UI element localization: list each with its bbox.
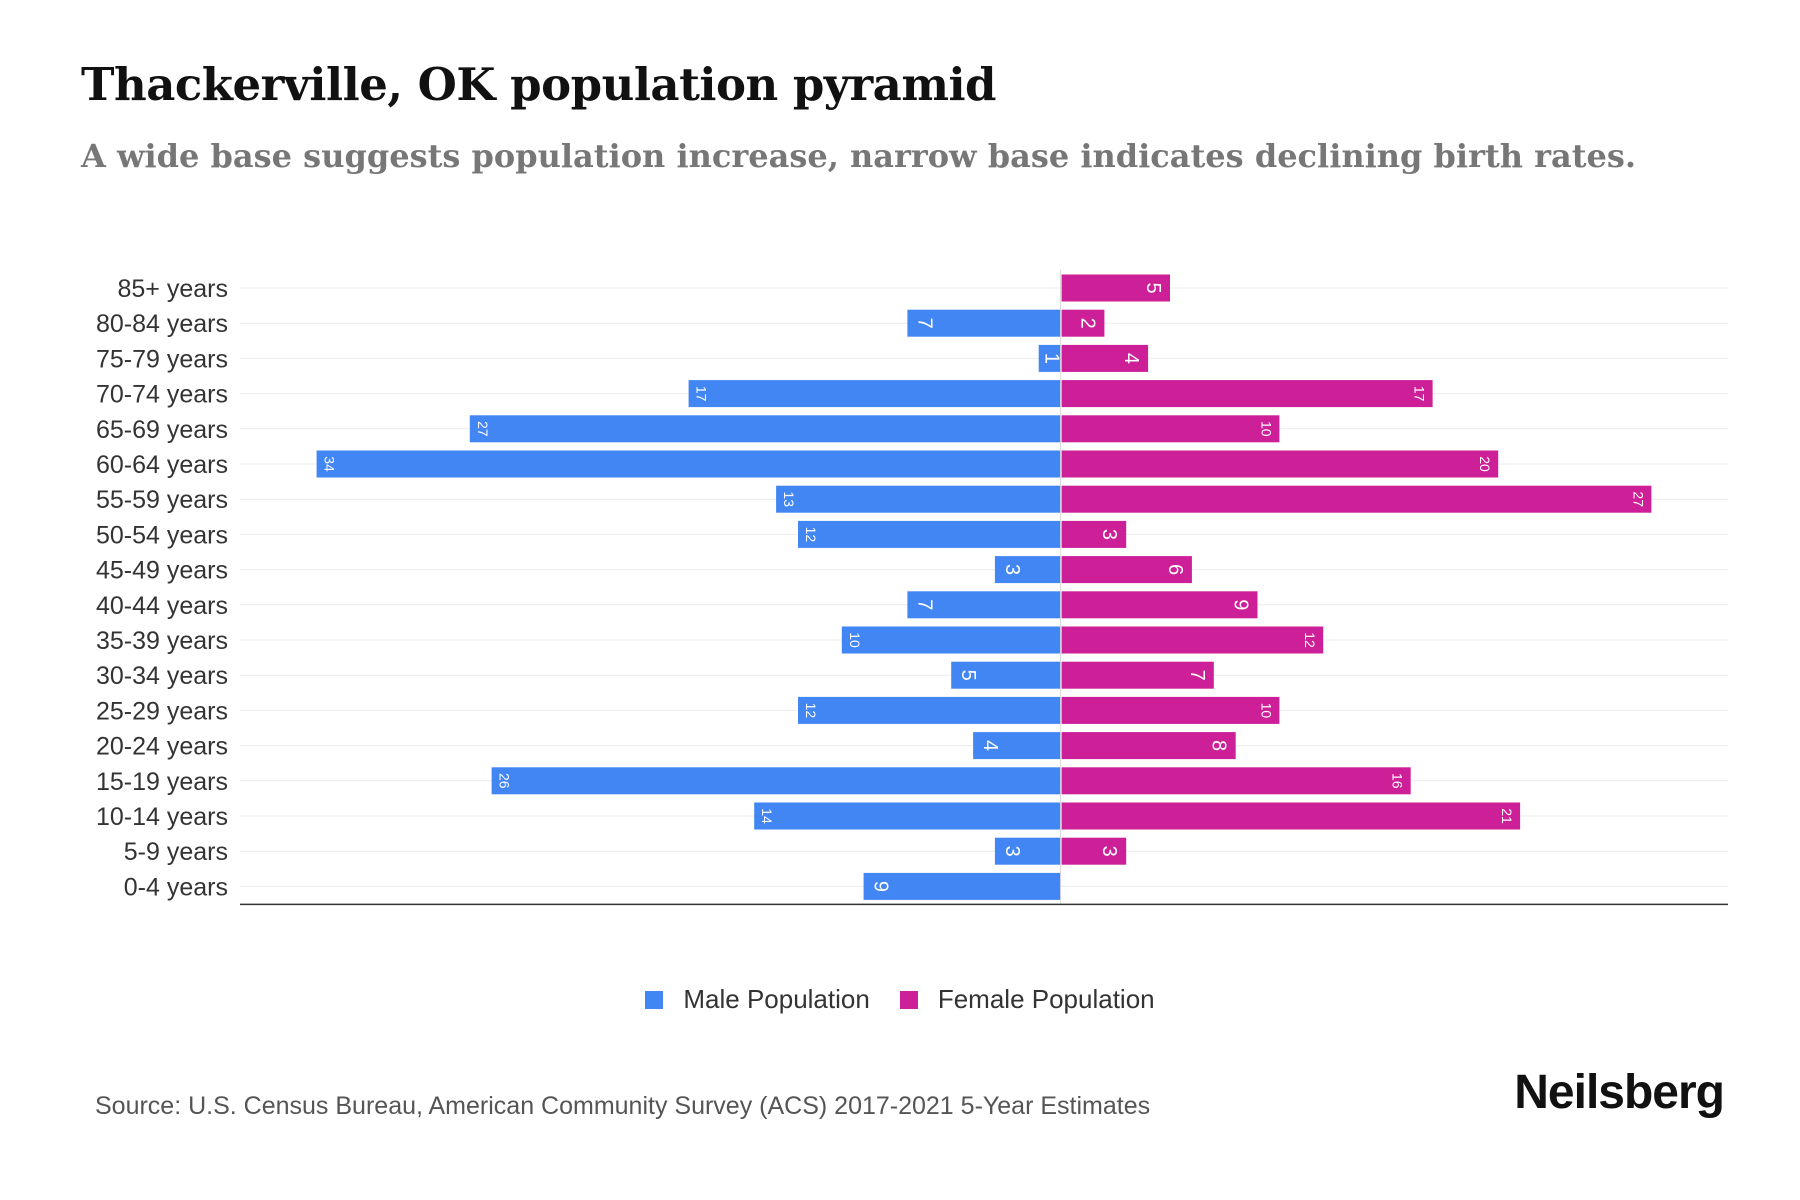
data-label: 10 (847, 632, 863, 648)
y-tick-label: 15-19 years (96, 768, 228, 796)
data-label: 27 (1630, 491, 1646, 507)
data-label: 12 (1302, 632, 1318, 648)
data-label: 12 (803, 703, 819, 719)
chart-title: Thackerville, OK population pyramid (81, 58, 997, 111)
data-label: 5 (957, 670, 979, 681)
y-tick-label: 20-24 years (96, 733, 228, 761)
y-tick-label: 35-39 years (96, 627, 228, 655)
data-label: 17 (1412, 386, 1428, 402)
bar-male (863, 872, 1061, 900)
bar-male (841, 626, 1061, 654)
y-tick-label: 75-79 years (96, 345, 228, 373)
bar-male (994, 556, 1061, 584)
data-label: 9 (1230, 599, 1252, 610)
bar-male (754, 802, 1061, 830)
data-label: 6 (1164, 564, 1186, 575)
data-label: 5 (1142, 282, 1164, 293)
legend-label-female: Female Population (937, 984, 1155, 1014)
data-label: 14 (759, 808, 775, 824)
y-tick-label: 70-74 years (96, 381, 228, 409)
bar-male (469, 415, 1061, 443)
y-tick-label: 80-84 years (96, 310, 228, 338)
data-label: 34 (322, 456, 338, 472)
y-tick-label: 25-29 years (96, 697, 228, 725)
bar-male (776, 485, 1061, 513)
data-label: 9 (870, 881, 892, 892)
y-tick-label: 85+ years (118, 275, 229, 303)
bar-female (1061, 520, 1127, 548)
data-label: 16 (1390, 773, 1406, 789)
y-tick-label: 45-49 years (96, 557, 228, 585)
data-label: 4 (1120, 353, 1142, 364)
bar-female (1061, 344, 1149, 372)
data-label: 4 (979, 740, 1001, 751)
data-label: 3 (1001, 846, 1023, 857)
bar-female (1061, 309, 1105, 337)
bar-male (798, 696, 1061, 724)
bar-female (1061, 767, 1411, 795)
bar-female (1061, 626, 1324, 654)
data-label: 13 (781, 491, 797, 507)
y-tick-label: 10-14 years (96, 803, 228, 831)
bar-female (1061, 591, 1258, 619)
data-label: 26 (497, 773, 513, 789)
bar-female (1061, 556, 1192, 584)
data-label: 21 (1499, 808, 1515, 824)
data-label: 10 (1258, 421, 1274, 437)
bar-male (316, 450, 1061, 478)
y-tick-label: 65-69 years (96, 416, 228, 444)
bar-male (973, 732, 1061, 760)
bar-female (1061, 696, 1280, 724)
bar-male (688, 380, 1061, 408)
data-label: 7 (1186, 670, 1208, 681)
bar-female (1061, 380, 1433, 408)
y-tick-label: 50-54 years (96, 521, 228, 549)
bar-male (1038, 344, 1061, 372)
legend-swatch-male (645, 990, 664, 1009)
data-label: 3 (1098, 529, 1120, 540)
brand-logo: Neilsberg (1514, 1066, 1725, 1119)
data-label: 1 (1041, 353, 1063, 364)
legend-swatch-female (899, 990, 918, 1009)
data-label: 12 (803, 527, 819, 543)
data-label: 20 (1477, 456, 1493, 472)
data-label: 7 (913, 318, 935, 329)
bar-female (1061, 450, 1499, 478)
bar-male (491, 767, 1061, 795)
legend-label-male: Male Population (683, 984, 870, 1014)
y-tick-label: 30-34 years (96, 662, 228, 690)
bar-female (1061, 661, 1214, 689)
bar-female (1061, 802, 1521, 830)
y-tick-label: 5-9 years (124, 838, 228, 866)
data-label: 27 (475, 421, 491, 437)
data-label: 3 (1001, 564, 1023, 575)
data-label: 3 (1098, 846, 1120, 857)
chart-subtitle: A wide base suggests population increase… (81, 137, 1637, 175)
bar-male (907, 309, 1061, 337)
data-label: 10 (1258, 703, 1274, 719)
bar-male (951, 661, 1061, 689)
data-label: 8 (1208, 740, 1230, 751)
bar-male (798, 520, 1061, 548)
y-tick-label: 60-64 years (96, 451, 228, 479)
bar-female (1061, 485, 1652, 513)
legend-item-female[interactable]: Female Population (899, 984, 1155, 1015)
bar-female (1061, 415, 1280, 443)
y-tick-label: 0-4 years (124, 873, 228, 901)
data-label: 7 (913, 599, 935, 610)
bar-female (1061, 274, 1170, 302)
legend: Male Population Female Population (0, 984, 1800, 1015)
y-tick-label: 55-59 years (96, 486, 228, 514)
legend-item-male[interactable]: Male Population (645, 984, 870, 1015)
bar-male (907, 591, 1061, 619)
bar-female (1061, 837, 1127, 865)
y-tick-label: 40-44 years (96, 592, 228, 620)
bar-female (1061, 732, 1236, 760)
data-label: 17 (694, 386, 710, 402)
data-label: 2 (1076, 318, 1098, 329)
source-note: Source: U.S. Census Bureau, American Com… (95, 1092, 1151, 1120)
bar-male (994, 837, 1061, 865)
